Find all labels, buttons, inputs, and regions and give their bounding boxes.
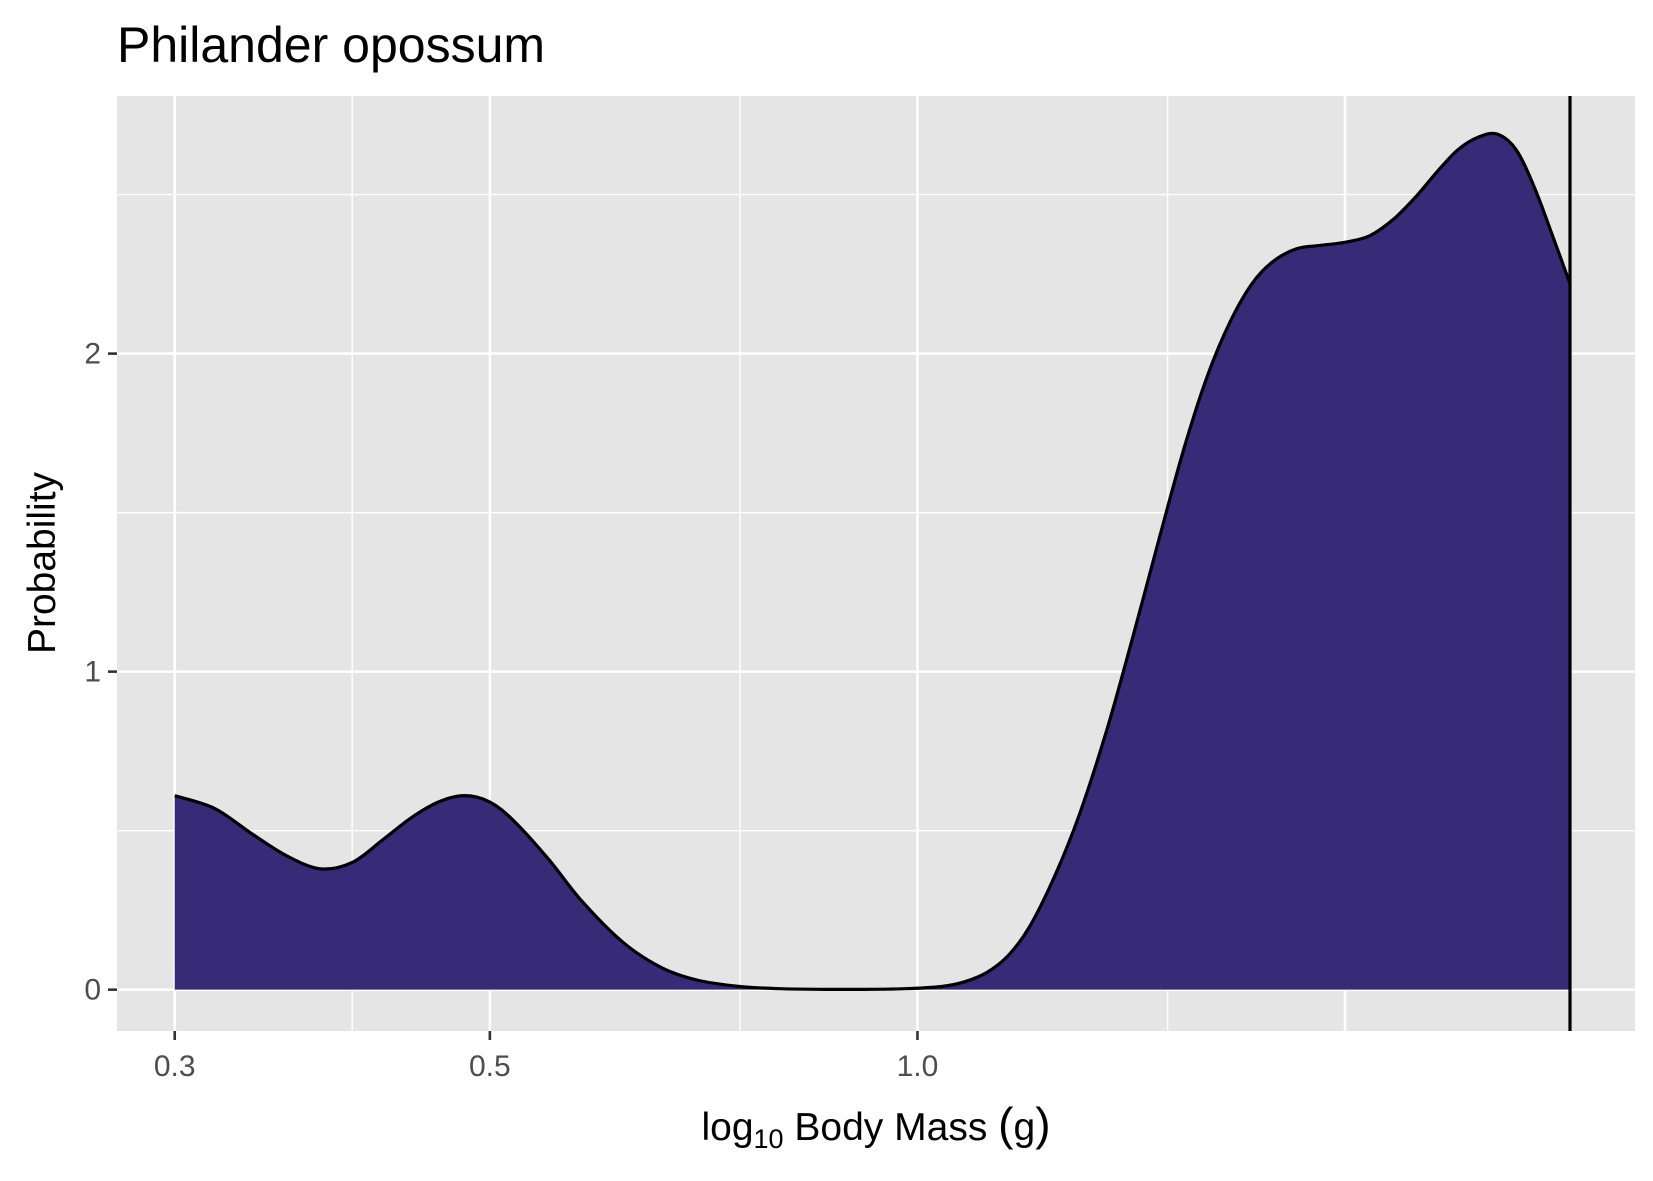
y-axis-title: Probability	[21, 471, 64, 654]
y-tick-label: 2	[84, 338, 101, 371]
x-axis: 0.3 0.5 1.0	[154, 1031, 938, 1083]
x-axis-title: log10 Body Mass (g)	[701, 1098, 1050, 1154]
x-tick-label: 1.0	[897, 1050, 939, 1083]
x-axis-title-text: Body Mass	[784, 1106, 999, 1149]
x-axis-title-subscript: 10	[754, 1124, 784, 1154]
x-tick-label: 0.5	[469, 1050, 511, 1083]
density-outline	[174, 131, 1572, 992]
y-axis: 0 1 2	[84, 338, 117, 1007]
y-tick-label: 1	[84, 656, 101, 689]
x-axis-title-paren-close: )	[1035, 1098, 1050, 1150]
x-axis-title-unit: g	[1013, 1106, 1035, 1149]
chart-title: Philander opossum	[117, 17, 545, 73]
x-axis-title-log: log	[701, 1106, 753, 1149]
x-tick-label: 0.3	[154, 1050, 196, 1083]
x-axis-title-paren-open: (	[998, 1098, 1014, 1150]
y-tick-label: 0	[84, 974, 101, 1007]
density-area	[174, 133, 1571, 990]
